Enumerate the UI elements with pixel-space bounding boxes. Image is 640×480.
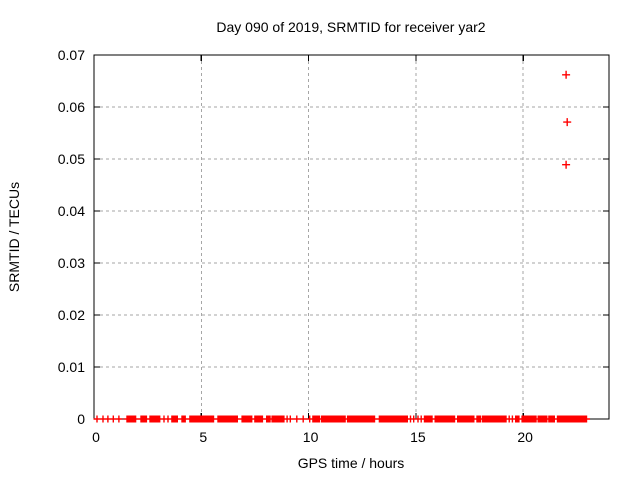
x-tick-label: 15 xyxy=(410,429,426,445)
y-tick-label: 0.06 xyxy=(58,99,85,115)
baseline-plus-markers xyxy=(93,415,590,423)
chart-title: Day 090 of 2019, SRMTID for receiver yar… xyxy=(216,19,485,35)
x-tick-label: 0 xyxy=(92,429,100,445)
plot-border xyxy=(93,54,610,420)
y-tick-label: 0.07 xyxy=(58,47,85,63)
x-tick-labels: 0 5 10 15 20 xyxy=(92,429,533,445)
y-axis-label: SRMTID / TECUs xyxy=(6,182,22,292)
y-tick-label: 0.05 xyxy=(58,151,85,167)
y-tick-label: 0.01 xyxy=(58,359,85,375)
y-tick-label: 0 xyxy=(77,411,85,427)
x-tick-label: 5 xyxy=(199,429,207,445)
y-tick-label: 0.03 xyxy=(58,255,85,271)
outlier-plus-markers xyxy=(562,70,572,169)
y-tick-labels: 0 0.01 0.02 0.03 0.04 0.05 0.06 0.07 xyxy=(58,47,85,427)
y-tick-label: 0.04 xyxy=(58,203,85,219)
tick-marks xyxy=(93,54,609,420)
grid-lines xyxy=(94,55,609,419)
plot-frame xyxy=(93,54,610,420)
x-axis-label: GPS time / hours xyxy=(298,455,405,471)
data-markers xyxy=(93,70,590,423)
x-tick-label: 10 xyxy=(303,429,319,445)
x-tick-label: 20 xyxy=(517,429,533,445)
y-tick-label: 0.02 xyxy=(58,307,85,323)
